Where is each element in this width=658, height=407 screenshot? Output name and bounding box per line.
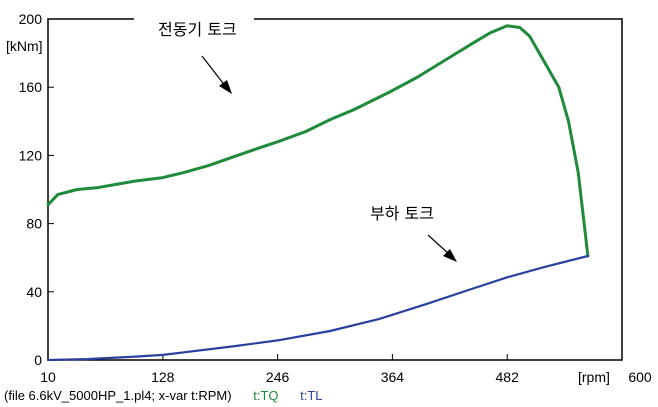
file-info: (file 6.6kV_5000HP_1.pl4; x-var t:RPM) (4, 388, 232, 403)
y-tick-label: 0 (34, 352, 42, 368)
y-tick-label: 40 (26, 284, 42, 300)
series-layer (46, 24, 590, 362)
x-tick-label: 10 (40, 369, 56, 385)
plot-frame (47, 18, 623, 361)
x-tick-label: 246 (266, 369, 290, 385)
arrow-load-torque (427, 234, 457, 262)
arrow-motor-torque (201, 55, 232, 94)
y-tick-label: 160 (19, 79, 43, 95)
annotation-load-torque: 부하 토크 (370, 204, 434, 223)
annotation-background (134, 11, 254, 39)
series-line-tq (46, 24, 590, 258)
x-axis-unit: [rpm] (578, 369, 610, 385)
series-line-tl (46, 254, 590, 362)
legend-tl: t:TL (300, 388, 323, 403)
y-tick-label: 80 (26, 216, 42, 232)
legend-tq: t:TQ (253, 388, 279, 403)
footer-legend: (file 6.6kV_5000HP_1.pl4; x-var t:RPM) t… (4, 388, 341, 403)
x-tick-label: 600 (628, 369, 652, 385)
annotation-motor-torque: 전동기 토크 (158, 20, 237, 39)
x-tick-label: 482 (496, 369, 520, 385)
x-tick-label: 128 (151, 369, 175, 385)
y-axis-ticks: 0 40 80 120 160 200 (19, 11, 54, 368)
x-axis-ticks: 10 128 246 364 482 600 (40, 354, 652, 385)
y-tick-label: 120 (19, 147, 43, 163)
x-tick-label: 364 (381, 369, 405, 385)
y-axis-unit: [kNm] (6, 38, 43, 54)
y-tick-label: 200 (19, 11, 43, 27)
